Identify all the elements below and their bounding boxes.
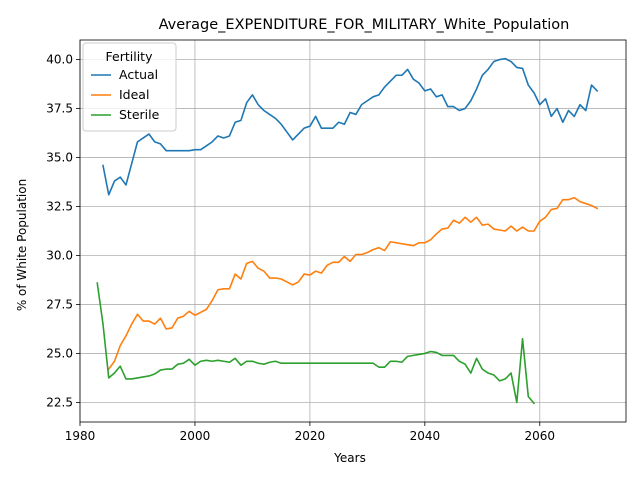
series-line-ideal [107,196,599,370]
legend-items: Actual Ideal Sterile [91,67,160,122]
legend-label-actual: Actual [119,67,158,82]
x-tick-label: 1980 [65,429,96,443]
x-tick-label: 2040 [410,429,441,443]
y-tick-label: 35.0 [46,151,73,165]
chart-title: Average_EXPENDITURE_FOR_MILITARY_White_P… [159,17,570,33]
y-tick-label: 30.0 [46,248,73,262]
y-tick-label: 22.5 [46,395,73,409]
series-line-actual [102,57,599,196]
y-tick-label: 32.5 [46,200,73,214]
series-line-sterile [96,282,535,405]
legend-label-ideal: Ideal [119,87,149,102]
y-tick-label: 37.5 [46,102,73,116]
x-tick-label: 2060 [525,429,556,443]
legend-title: Fertility [106,49,154,64]
plot-frame [79,39,627,423]
y-tick-label: 25.0 [46,346,73,360]
legend-label-sterile: Sterile [119,107,160,122]
x-tick-label: 2000 [180,429,211,443]
legend-box [82,42,177,132]
axis-ticks: 1980 2000 2020 2040 2060 22.5 25.0 27.5 30.0 32.5… [46,53,555,443]
y-tick-label: 27.5 [46,297,73,311]
x-axis-title: Years [333,451,366,465]
y-tick-label: 40.0 [46,53,73,67]
y-axis-title: % of White Population [15,179,29,311]
x-tick-label: 2020 [295,429,326,443]
legend: Fertility Actual Ideal Sterile [82,42,177,132]
series-lines [96,57,599,405]
